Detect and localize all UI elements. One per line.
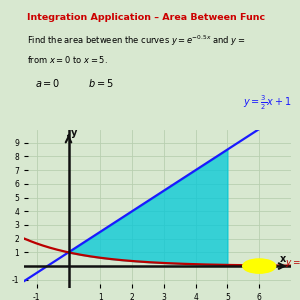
Text: x: x	[280, 254, 286, 263]
Text: $y=$: $y=$	[285, 258, 300, 269]
Text: Find the area between the curves $y = e^{-0.5x}$ and $y =$: Find the area between the curves $y = e^…	[27, 33, 245, 48]
Text: $y = \frac{3}{2}x+1$: $y = \frac{3}{2}x+1$	[243, 94, 292, 112]
Text: $b = 5$: $b = 5$	[88, 77, 114, 89]
Text: $a = 0$: $a = 0$	[35, 77, 60, 89]
Text: y: y	[71, 128, 77, 138]
Text: from $x = 0$ to $x = 5$.: from $x = 0$ to $x = 5$.	[27, 54, 107, 65]
Circle shape	[243, 259, 276, 273]
Text: Integration Application – Area Between Func: Integration Application – Area Between F…	[27, 13, 265, 22]
